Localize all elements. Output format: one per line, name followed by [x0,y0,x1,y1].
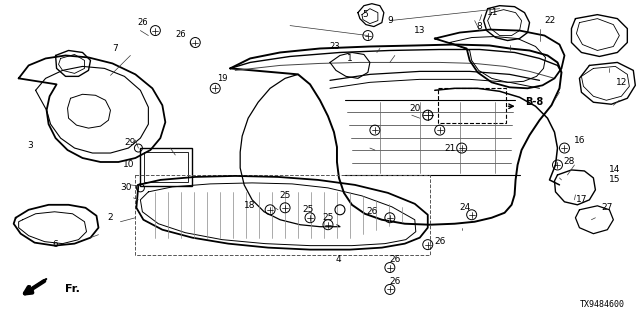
Text: 2: 2 [108,213,113,222]
Text: 28: 28 [564,157,575,166]
Text: 26: 26 [389,255,401,264]
Text: 9: 9 [387,16,393,25]
Text: 23: 23 [330,42,340,51]
Text: 6: 6 [52,240,58,249]
Text: 26: 26 [389,277,401,286]
Text: 26: 26 [137,18,148,27]
Text: 17: 17 [576,195,587,204]
Text: 27: 27 [602,203,613,212]
Bar [140,148,192,186]
Text: 22: 22 [544,16,555,25]
Text: 13: 13 [414,26,426,35]
Text: 26: 26 [366,207,378,216]
Text: 20: 20 [409,104,420,113]
Text: 1: 1 [347,54,353,63]
Text: 21: 21 [444,144,456,153]
Text: 14: 14 [609,165,620,174]
Text: 26: 26 [175,30,186,39]
Text: 16: 16 [573,136,585,145]
Text: 10: 10 [123,160,134,170]
Text: 25: 25 [302,205,314,214]
Text: 11: 11 [487,8,499,17]
Text: 19: 19 [217,74,227,83]
Text: 29: 29 [125,138,136,147]
Text: 18: 18 [244,201,256,210]
Text: Fr.: Fr. [65,284,80,294]
Text: 3: 3 [28,140,33,149]
Text: 24: 24 [459,203,470,212]
Text: 5: 5 [362,10,368,19]
Text: 25: 25 [280,191,291,200]
Bar [145,152,188,182]
Text: 12: 12 [616,78,627,87]
Text: 30: 30 [121,183,132,192]
Text: 26: 26 [434,237,445,246]
Text: TX9484600: TX9484600 [579,300,625,309]
Text: 8: 8 [477,22,483,31]
Text: 15: 15 [609,175,620,184]
Text: 7: 7 [113,44,118,53]
Text: 25: 25 [323,213,333,222]
Text: 4: 4 [335,255,340,264]
Text: B-8: B-8 [525,97,543,107]
